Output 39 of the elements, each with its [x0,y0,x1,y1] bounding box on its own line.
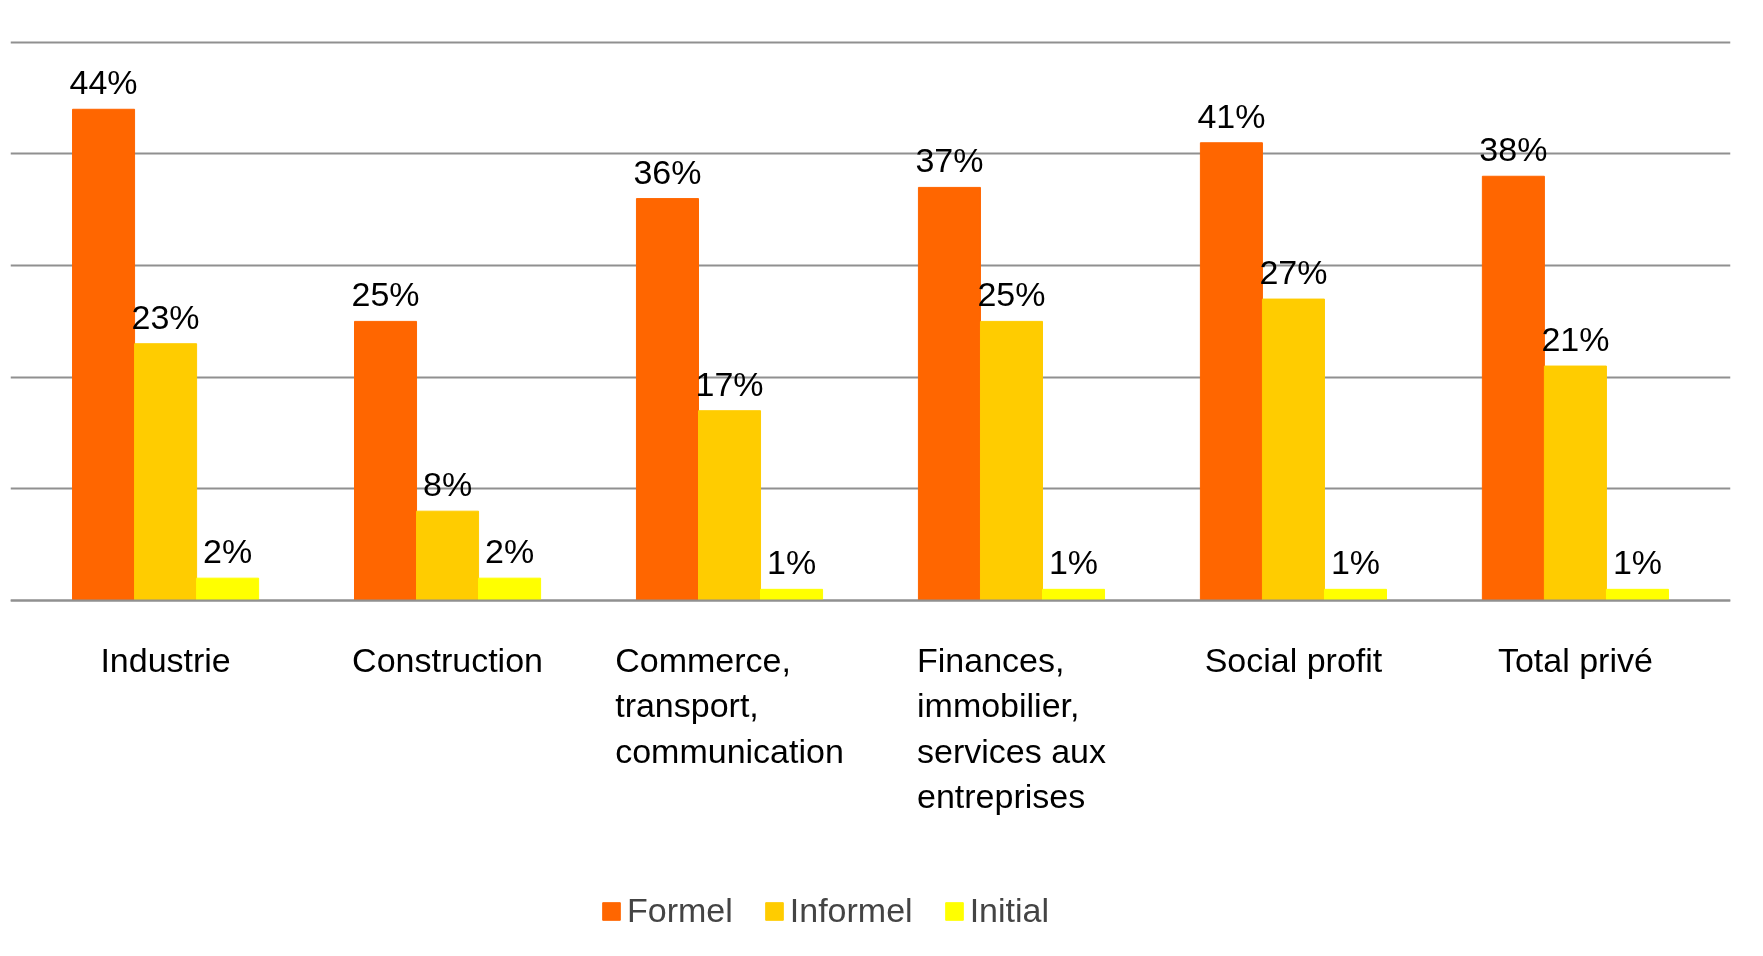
bar [1199,142,1263,601]
data-label: 1% [1048,543,1099,582]
bar [635,198,699,601]
x-tick-label: Finances, immobilier, services aux entreprises [917,640,1106,816]
bar [134,343,198,601]
x-tick-label: Total privé [1497,640,1653,679]
bar [698,410,762,601]
legend-label: Formel [627,891,733,930]
bar [478,577,542,601]
x-tick-label: Construction [352,640,543,679]
bar [760,588,824,601]
data-label: 2% [203,532,253,571]
x-tick-label: Social profit [1204,640,1383,679]
x-tick-label: Commerce, transport, communication [615,640,844,770]
bar [979,320,1043,601]
data-label: 1% [1330,543,1381,582]
data-label: 44% [69,63,138,102]
data-label: 1% [766,543,817,582]
bar [1323,588,1387,601]
data-label: 41% [1197,96,1266,135]
bar [1481,175,1545,601]
data-label: 25% [351,275,420,314]
bar [1543,365,1607,601]
bar [1261,298,1325,601]
data-label: 38% [1479,130,1548,169]
legend-label: Informel [789,891,913,930]
legend-label: Initial [969,891,1049,930]
bar [1605,588,1669,601]
bar [354,320,418,601]
bar [416,510,480,601]
bar [1042,588,1106,601]
bar [917,186,981,601]
bar [196,577,260,601]
data-label: 36% [633,152,702,191]
data-label: 37% [915,141,984,180]
data-label: 1% [1612,543,1663,582]
data-label: 8% [422,465,473,504]
data-label: 2% [485,532,535,571]
x-tick-label: Industrie [100,640,231,679]
